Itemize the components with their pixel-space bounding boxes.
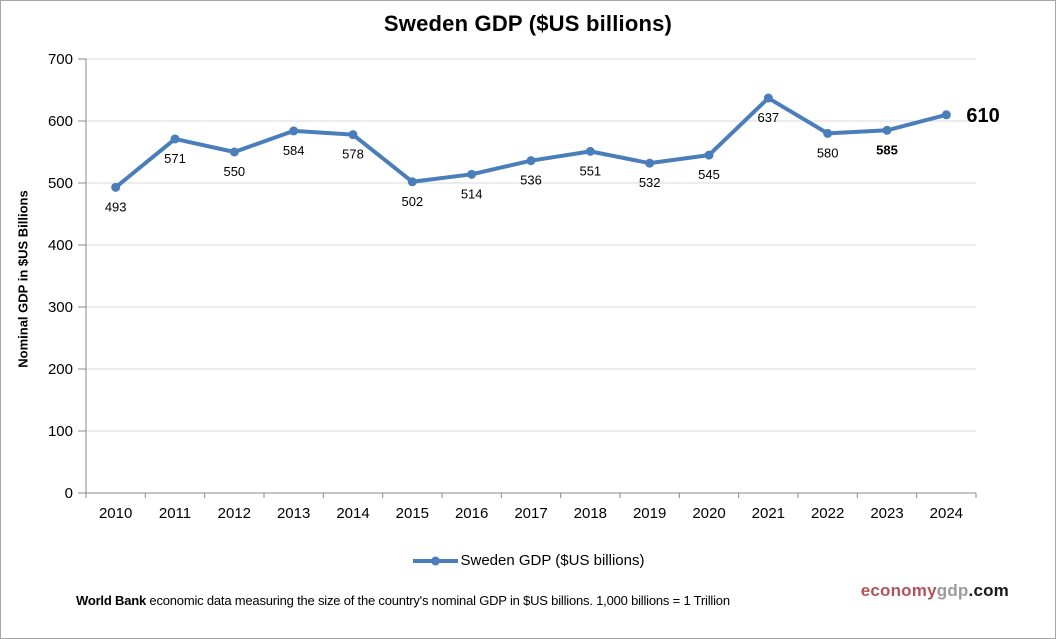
data-label-2019: 532 [639,175,661,190]
x-tick-label-2021: 2021 [752,505,785,522]
data-label-2020: 545 [698,167,720,182]
legend-line-marker-icon [412,556,458,565]
data-label-2018: 551 [579,163,601,178]
data-label-2012: 550 [223,164,245,179]
data-label-2021: 637 [757,110,779,125]
y-tick-label-500: 500 [48,175,73,192]
footer-text: economic data measuring the size of the … [146,593,730,608]
data-point-2024 [941,110,951,120]
data-point-2013 [289,126,299,136]
y-tick-label-700: 700 [48,51,73,68]
x-tick-label-2023: 2023 [870,505,903,522]
x-tick-label-2012: 2012 [218,505,251,522]
watermark-economygdp: economygdp.com [861,581,1009,601]
data-point-2021 [763,93,773,103]
data-point-2019 [645,158,655,168]
x-tick-label-2016: 2016 [455,505,488,522]
x-tick-label-2013: 2013 [277,505,310,522]
data-point-2016 [467,169,477,179]
y-tick-label-200: 200 [48,361,73,378]
x-tick-label-2015: 2015 [396,505,429,522]
watermark-gdp: gdp [936,581,969,600]
data-label-2015: 502 [401,194,423,209]
watermark-com: .com [968,581,1009,600]
x-tick-label-2011: 2011 [159,505,191,522]
data-point-2014 [348,130,358,140]
data-label-2023: 585 [876,142,898,157]
x-tick-label-2018: 2018 [574,505,607,522]
y-tick-label-600: 600 [48,113,73,130]
data-label-2022: 580 [817,145,839,160]
data-point-2015 [407,177,417,187]
data-point-2022 [823,128,833,138]
data-label-2016: 514 [461,186,483,201]
y-tick-label-400: 400 [48,237,73,254]
data-label-2024: 610 [966,105,999,127]
data-point-2012 [229,147,239,157]
data-point-2018 [585,146,595,156]
data-label-2013: 584 [283,143,305,158]
data-label-2011: 571 [164,151,186,166]
data-point-2011 [170,134,180,144]
x-tick-label-2014: 2014 [336,505,369,522]
y-tick-label-100: 100 [48,423,73,440]
x-tick-label-2022: 2022 [811,505,844,522]
data-label-2010: 493 [105,199,127,214]
y-tick-label-300: 300 [48,299,73,316]
line-chart-plot: 0 100 200 300 400 500 600 700 2010 2011 2012 2013 20… [48,51,1000,522]
legend-label: Sweden GDP ($US billions) [460,552,645,569]
page-title: Sweden GDP ($US billions) [383,11,673,36]
watermark-economy: economy [860,581,937,600]
x-tick-label-2010: 2010 [99,505,132,522]
x-tick-label-2017: 2017 [514,505,547,522]
data-point-2023 [882,125,892,135]
x-tick-label-2019: 2019 [633,505,666,522]
data-point-2020 [704,150,714,160]
y-tick-label-0: 0 [65,485,73,502]
data-point-2010 [111,182,121,192]
footer-source-bold: World Bank [76,593,146,608]
x-tick-label-2024: 2024 [930,505,963,522]
data-label-2017: 536 [520,173,542,188]
footer-note: World Bank economic data measuring the s… [76,593,885,608]
legend: Sweden GDP ($US billions) [1,552,1055,569]
data-point-2017 [526,156,536,166]
data-label-2014: 578 [342,147,364,162]
x-tick-label-2020: 2020 [692,505,725,522]
